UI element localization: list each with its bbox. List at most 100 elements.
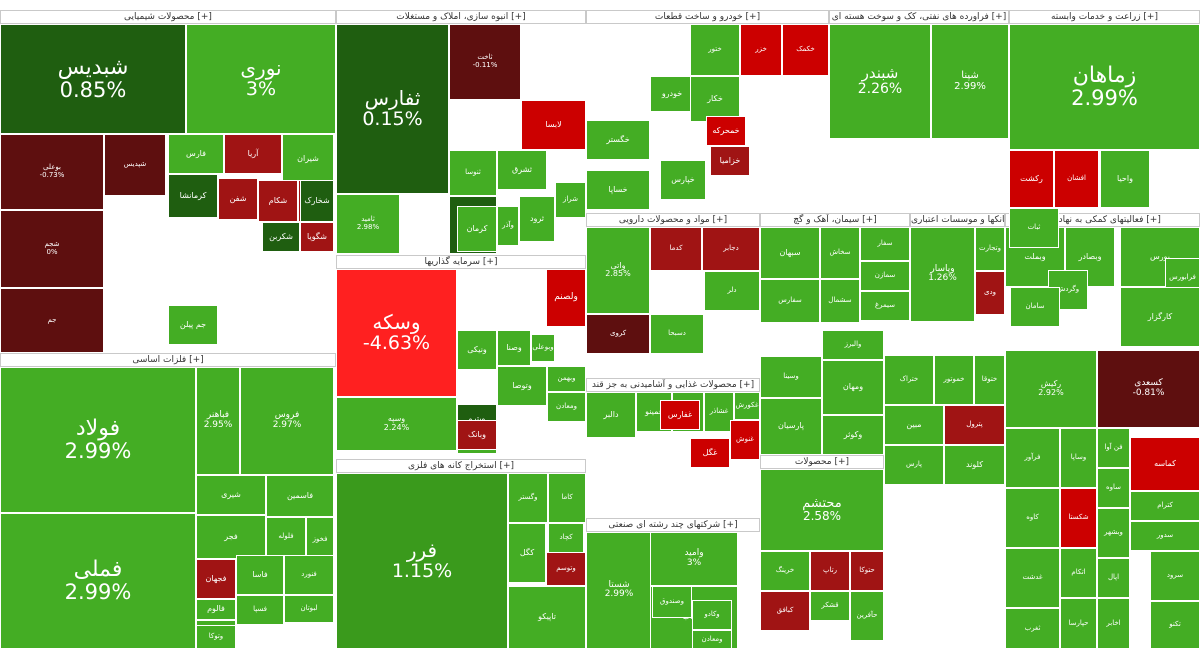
stock-tile[interactable]: ثبات — [1009, 208, 1059, 248]
stock-tile[interactable]: ساوه — [1097, 468, 1130, 508]
stock-tile[interactable]: ثشرق — [497, 150, 547, 190]
stock-tile[interactable]: وکادو — [692, 600, 732, 630]
stock-tile[interactable]: شکستا — [1060, 488, 1097, 548]
stock-tile[interactable]: ختراک — [884, 355, 934, 405]
sector-label[interactable]: محصولات غذایی و آشامیدنی به جز قند [+] — [586, 378, 760, 392]
stock-tile[interactable]: کرمانشا — [168, 174, 218, 218]
stock-tile[interactable]: کگل — [508, 523, 546, 583]
stock-tile[interactable]: وتوسم — [546, 552, 586, 586]
stock-tile[interactable]: فسپا — [236, 595, 284, 625]
sector-label[interactable]: شرکتهای چند رشته ای صنعتی [+] — [586, 518, 760, 532]
sector-label[interactable]: زراعت و خدمات وابسته [+] — [1009, 10, 1200, 24]
stock-tile[interactable]: خکار — [690, 76, 740, 122]
stock-tile[interactable]: کدما — [650, 227, 702, 271]
stock-tile[interactable]: پارس — [884, 445, 944, 485]
stock-tile[interactable]: پترول — [944, 405, 1005, 445]
stock-tile[interactable]: ثرود — [519, 196, 555, 242]
stock-tile[interactable]: حتوکا — [850, 551, 884, 591]
stock-tile[interactable]: ومعادن — [692, 630, 732, 649]
sector-label[interactable]: خودرو و ساخت قطعات [+] — [586, 10, 829, 24]
stock-tile[interactable]: سبهان — [760, 227, 820, 279]
stock-tile[interactable]: فنورد — [284, 555, 334, 595]
sector-label[interactable]: فراورده های نفتی، کک و سوخت هسته ای [+] — [829, 10, 1009, 24]
stock-tile[interactable]: وتجارت — [975, 227, 1005, 271]
stock-tile[interactable]: تاپیکو — [508, 586, 586, 649]
stock-tile[interactable]: ونیکی — [457, 330, 497, 370]
stock-tile[interactable]: خزر — [740, 24, 782, 76]
stock-tile[interactable]: فرر 1.15% — [336, 473, 508, 649]
stock-tile[interactable]: سیمرغ — [860, 291, 910, 321]
stock-tile[interactable]: غفارس — [660, 400, 700, 430]
stock-tile[interactable]: وسینا — [760, 356, 822, 398]
stock-tile[interactable]: وگستر — [508, 473, 548, 523]
stock-tile[interactable]: وآذر — [497, 206, 519, 246]
stock-tile[interactable]: کلوند — [944, 445, 1005, 485]
sector-label[interactable]: مواد و محصولات دارویی [+] — [586, 213, 760, 227]
stock-tile[interactable]: وامید 3% — [650, 532, 738, 586]
stock-tile[interactable]: کروی — [586, 314, 650, 354]
stock-tile[interactable]: وسکه -4.63% — [336, 269, 457, 397]
stock-tile[interactable]: بوعلی -0.73% — [0, 134, 104, 210]
stock-tile[interactable]: ختوقا — [974, 355, 1005, 405]
stock-tile[interactable]: فارس — [168, 134, 224, 174]
stock-tile[interactable]: کسعدی -0.81% — [1097, 350, 1200, 428]
stock-tile[interactable]: شکربن — [262, 222, 300, 252]
stock-tile[interactable]: شجم 0% — [0, 210, 104, 288]
stock-tile[interactable]: مبین — [884, 405, 944, 445]
stock-tile[interactable]: شخارک — [300, 180, 334, 222]
stock-tile[interactable]: شراز — [555, 182, 586, 218]
stock-tile[interactable]: دالبر — [586, 392, 636, 438]
stock-tile[interactable]: ومهان — [822, 360, 884, 415]
stock-tile[interactable]: فروس 2.97% — [240, 367, 334, 475]
stock-tile[interactable]: فملی 2.99% — [0, 513, 196, 649]
stock-tile[interactable]: خکمک — [782, 24, 829, 76]
stock-tile[interactable]: شیری — [196, 475, 266, 515]
stock-tile[interactable]: کاما — [548, 473, 586, 523]
stock-tile[interactable]: شپدیس — [104, 134, 166, 196]
stock-tile[interactable]: لابسا — [521, 100, 586, 150]
stock-tile[interactable]: ثامید 2.98% — [336, 194, 400, 254]
stock-tile[interactable]: دجابر — [702, 227, 760, 271]
stock-tile[interactable]: سفار — [860, 227, 910, 261]
stock-tile[interactable]: فاسمین — [266, 475, 334, 517]
stock-tile[interactable]: ختور — [690, 24, 740, 76]
stock-tile[interactable]: اپال — [1097, 558, 1130, 598]
stock-tile[interactable]: شستا 2.99% — [586, 532, 652, 649]
stock-tile[interactable]: سشمال — [820, 279, 860, 323]
stock-tile[interactable]: وبانک — [457, 420, 497, 450]
stock-tile[interactable]: والبرز — [822, 330, 884, 360]
stock-tile[interactable]: فالوم — [196, 599, 236, 620]
stock-tile[interactable]: محتشم 2.58% — [760, 469, 884, 551]
stock-tile[interactable]: قشکر — [810, 591, 850, 621]
stock-tile[interactable]: وبهمن — [547, 366, 586, 392]
stock-tile[interactable]: رکیش 2.92% — [1005, 350, 1097, 428]
stock-tile[interactable]: اتکام — [1060, 548, 1097, 598]
stock-tile[interactable]: جم پیلن — [168, 305, 218, 345]
stock-tile[interactable]: سفارس — [760, 279, 820, 323]
stock-tile[interactable]: رکشت — [1009, 150, 1054, 208]
stock-tile[interactable]: شگویا — [300, 222, 334, 252]
stock-tile[interactable]: شپنا 2.99% — [931, 24, 1009, 139]
stock-tile[interactable]: سامان — [1010, 287, 1060, 327]
stock-tile[interactable]: غکورش — [734, 392, 760, 420]
stock-tile[interactable]: وساپا — [1060, 428, 1097, 488]
sector-label[interactable]: محصولات [+] — [760, 455, 884, 469]
stock-tile[interactable]: غشاذر — [704, 392, 734, 432]
stock-tile[interactable]: وبشهر — [1097, 508, 1130, 558]
stock-tile[interactable]: ومعادن — [547, 392, 586, 422]
sector-label[interactable]: فلزات اساسی [+] — [0, 353, 336, 367]
stock-tile[interactable]: فلوله — [266, 517, 306, 557]
stock-tile[interactable]: پارسیان — [760, 398, 822, 455]
stock-tile[interactable]: فجر — [196, 515, 266, 559]
stock-tile[interactable]: واحیا — [1100, 150, 1150, 208]
stock-tile[interactable]: کماسه — [1130, 437, 1200, 491]
sector-label[interactable]: سرمایه گذاریها [+] — [336, 255, 586, 269]
stock-tile[interactable]: لبوتان — [284, 595, 334, 623]
stock-tile[interactable]: شبندر 2.26% — [829, 24, 931, 139]
stock-tile[interactable]: غدشت — [1005, 548, 1060, 608]
stock-tile[interactable]: غنوش — [730, 420, 760, 460]
stock-tile[interactable]: ثنوسا — [449, 150, 497, 196]
stock-tile[interactable]: تکنو — [1150, 601, 1200, 649]
stock-tile[interactable]: وصندوق — [652, 586, 692, 618]
stock-tile[interactable]: خساپا — [586, 170, 650, 210]
